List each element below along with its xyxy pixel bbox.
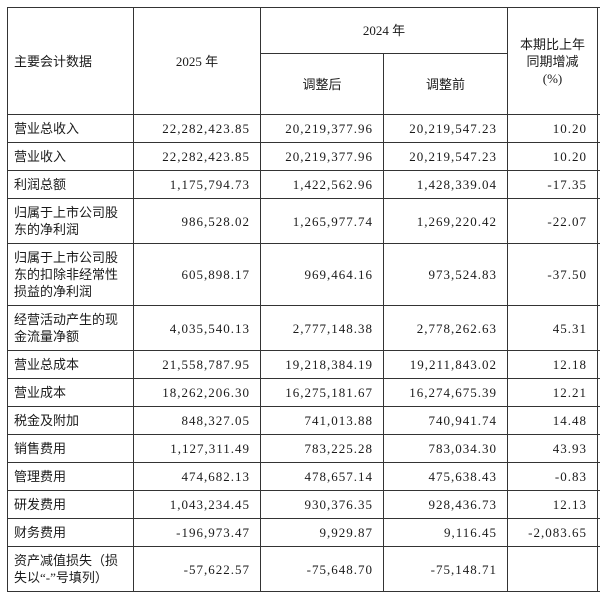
- table-row-net-profit-attributable: 归属于上市公司股东的净利润 986,528.02 1,265,977.74 1,…: [8, 199, 600, 244]
- value-change: 10.20: [508, 143, 598, 171]
- value-2024-adjusted: 20,219,377.96: [261, 143, 384, 171]
- value-2024-adjusted: 1,265,977.74: [261, 199, 384, 244]
- value-2024-adjusted: 16,275,181.67: [261, 379, 384, 407]
- row-label: 营业收入: [8, 143, 134, 171]
- value-2025: 22,282,423.85: [134, 143, 261, 171]
- report-page: 主要会计数据 2025 年 2024 年 本期比上年同期增减(%) 调整后 调整…: [0, 0, 600, 572]
- value-2024-adjusted: 741,013.88: [261, 407, 384, 435]
- header-year-2025: 2025 年: [134, 8, 261, 115]
- header-year-2024: 2024 年: [261, 8, 508, 54]
- value-2025: 22,282,423.85: [134, 115, 261, 143]
- value-2024-adjusted: 2,777,148.38: [261, 306, 384, 351]
- value-change: 12.13: [508, 491, 598, 519]
- value-2025: 848,327.05: [134, 407, 261, 435]
- value-2024-before: 973,524.83: [384, 244, 508, 306]
- row-label: 利润总额: [8, 171, 134, 199]
- value-change: 10.20: [508, 115, 598, 143]
- table-row-asset-impairment-loss: 资产减值损失（损失以“-”号填列） -57,622.57 -75,648.70 …: [8, 547, 600, 592]
- row-label: 管理费用: [8, 463, 134, 491]
- value-2024-before: 475,638.43: [384, 463, 508, 491]
- value-change: [508, 547, 598, 592]
- value-2024-before: -75,148.71: [384, 547, 508, 592]
- value-change: -22.07: [508, 199, 598, 244]
- row-label: 税金及附加: [8, 407, 134, 435]
- value-2024-before: 9,116.45: [384, 519, 508, 547]
- value-2025: 474,682.13: [134, 463, 261, 491]
- value-2024-adjusted: 478,657.14: [261, 463, 384, 491]
- header-2024-adjusted: 调整后: [261, 54, 384, 115]
- row-label: 销售费用: [8, 435, 134, 463]
- value-2025: -57,622.57: [134, 547, 261, 592]
- value-change: -0.83: [508, 463, 598, 491]
- value-2025: 986,528.02: [134, 199, 261, 244]
- value-2024-adjusted: 783,225.28: [261, 435, 384, 463]
- value-2024-before: 740,941.74: [384, 407, 508, 435]
- table-row-operating-cash-flow: 经营活动产生的现金流量净额 4,035,540.13 2,777,148.38 …: [8, 306, 600, 351]
- value-2025: 605,898.17: [134, 244, 261, 306]
- value-2024-before: 1,269,220.42: [384, 199, 508, 244]
- value-2025: 18,262,206.30: [134, 379, 261, 407]
- row-label: 财务费用: [8, 519, 134, 547]
- value-2025: 21,558,787.95: [134, 351, 261, 379]
- value-2024-adjusted: 9,929.87: [261, 519, 384, 547]
- row-label: 营业总收入: [8, 115, 134, 143]
- row-label: 经营活动产生的现金流量净额: [8, 306, 134, 351]
- value-2024-adjusted: 930,376.35: [261, 491, 384, 519]
- value-change: 45.31: [508, 306, 598, 351]
- row-label: 归属于上市公司股东的净利润: [8, 199, 134, 244]
- value-2024-adjusted: 969,464.16: [261, 244, 384, 306]
- row-label: 资产减值损失（损失以“-”号填列）: [8, 547, 134, 592]
- row-label: 归属于上市公司股东的扣除非经常性损益的净利润: [8, 244, 134, 306]
- value-2024-before: 2,778,262.63: [384, 306, 508, 351]
- table-row-operating-cost: 营业成本 18,262,206.30 16,275,181.67 16,274,…: [8, 379, 600, 407]
- value-change: 12.18: [508, 351, 598, 379]
- table-row-total-profit: 利润总额 1,175,794.73 1,422,562.96 1,428,339…: [8, 171, 600, 199]
- value-change: -17.35: [508, 171, 598, 199]
- table-row-taxes-surcharges: 税金及附加 848,327.05 741,013.88 740,941.74 1…: [8, 407, 600, 435]
- table-row-total-revenue: 营业总收入 22,282,423.85 20,219,377.96 20,219…: [8, 115, 600, 143]
- value-2025: 1,127,311.49: [134, 435, 261, 463]
- row-label: 营业成本: [8, 379, 134, 407]
- table-header: 主要会计数据 2025 年 2024 年 本期比上年同期增减(%) 调整后 调整…: [8, 8, 600, 115]
- value-2024-before: 16,274,675.39: [384, 379, 508, 407]
- header-yoy-change: 本期比上年同期增减(%): [508, 8, 598, 115]
- table-row-selling-expenses: 销售费用 1,127,311.49 783,225.28 783,034.30 …: [8, 435, 600, 463]
- value-2025: -196,973.47: [134, 519, 261, 547]
- header-main-indicators: 主要会计数据: [8, 8, 134, 115]
- value-2024-before: 19,211,843.02: [384, 351, 508, 379]
- header-2024-before: 调整前: [384, 54, 508, 115]
- value-change: -37.50: [508, 244, 598, 306]
- value-2025: 1,175,794.73: [134, 171, 261, 199]
- value-2024-before: 928,436.73: [384, 491, 508, 519]
- value-change: 43.93: [508, 435, 598, 463]
- value-2024-adjusted: 20,219,377.96: [261, 115, 384, 143]
- table-row-finance-expenses: 财务费用 -196,973.47 9,929.87 9,116.45 -2,08…: [8, 519, 600, 547]
- table-row-rd-expenses: 研发费用 1,043,234.45 930,376.35 928,436.73 …: [8, 491, 600, 519]
- value-change: 14.48: [508, 407, 598, 435]
- value-2024-before: 783,034.30: [384, 435, 508, 463]
- table-row-total-operating-cost: 营业总成本 21,558,787.95 19,218,384.19 19,211…: [8, 351, 600, 379]
- value-2025: 1,043,234.45: [134, 491, 261, 519]
- value-2024-adjusted: -75,648.70: [261, 547, 384, 592]
- value-2025: 4,035,540.13: [134, 306, 261, 351]
- value-change: -2,083.65: [508, 519, 598, 547]
- table-row-net-profit-excl-nonrecurring: 归属于上市公司股东的扣除非经常性损益的净利润 605,898.17 969,46…: [8, 244, 600, 306]
- table-row-operating-revenue: 营业收入 22,282,423.85 20,219,377.96 20,219,…: [8, 143, 600, 171]
- value-change: 12.21: [508, 379, 598, 407]
- value-2024-before: 1,428,339.04: [384, 171, 508, 199]
- header-row-1: 主要会计数据 2025 年 2024 年 本期比上年同期增减(%): [8, 8, 600, 54]
- table-body: 营业总收入 22,282,423.85 20,219,377.96 20,219…: [8, 115, 600, 592]
- financial-summary-table: 主要会计数据 2025 年 2024 年 本期比上年同期增减(%) 调整后 调整…: [7, 7, 600, 592]
- value-2024-before: 20,219,547.23: [384, 115, 508, 143]
- value-2024-before: 20,219,547.23: [384, 143, 508, 171]
- table-row-admin-expenses: 管理费用 474,682.13 478,657.14 475,638.43 -0…: [8, 463, 600, 491]
- value-2024-adjusted: 19,218,384.19: [261, 351, 384, 379]
- row-label: 研发费用: [8, 491, 134, 519]
- value-2024-adjusted: 1,422,562.96: [261, 171, 384, 199]
- row-label: 营业总成本: [8, 351, 134, 379]
